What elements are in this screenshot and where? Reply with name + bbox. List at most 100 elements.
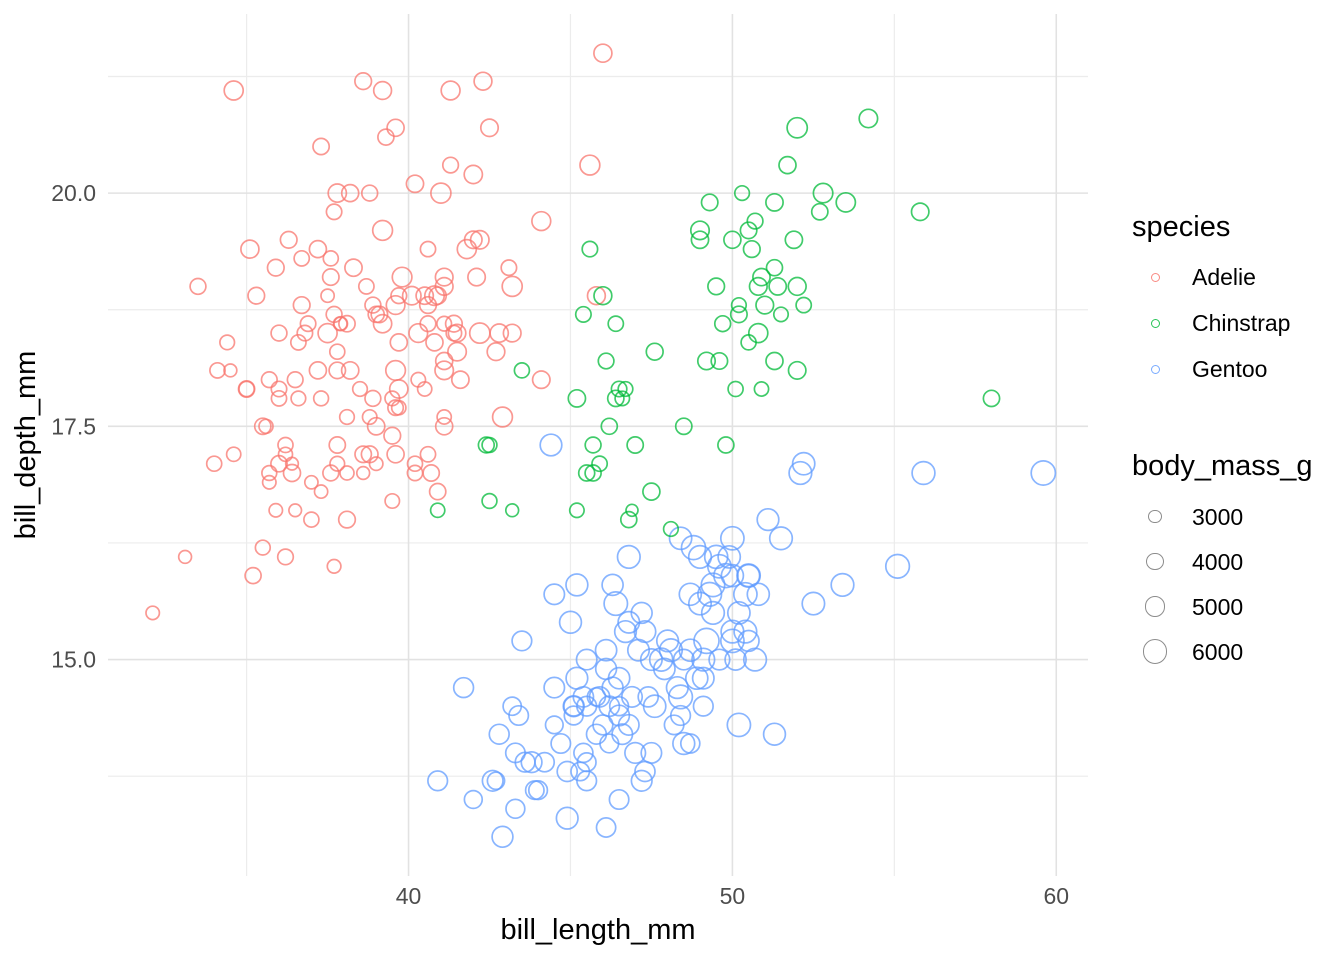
data-point-chinstrap <box>772 306 790 323</box>
data-point-chinstrap <box>752 267 771 287</box>
data-point-adelie <box>292 295 311 315</box>
data-point-gentoo <box>746 582 771 607</box>
data-point-adelie <box>344 258 363 278</box>
data-point-adelie <box>320 288 336 304</box>
data-point-adelie <box>277 436 294 454</box>
data-point-adelie <box>531 370 551 390</box>
data-point-gentoo <box>672 731 696 756</box>
data-point-gentoo <box>719 525 745 551</box>
data-point-adelie <box>326 558 342 574</box>
data-point-gentoo <box>791 451 816 476</box>
data-point-gentoo <box>539 433 563 457</box>
data-point-adelie <box>419 315 437 333</box>
x-axis-title: bill_length_mm <box>500 914 696 946</box>
data-point-adelie <box>240 239 260 259</box>
data-point-adelie <box>337 510 357 529</box>
data-point-adelie <box>327 183 348 204</box>
data-point-adelie <box>261 474 277 490</box>
data-point-adelie <box>469 229 490 250</box>
data-point-adelie <box>368 456 384 472</box>
legend-label: 6000 <box>1192 638 1244 665</box>
data-point-adelie <box>372 313 393 334</box>
data-point-adelie <box>266 258 285 277</box>
data-point-adelie <box>388 379 409 399</box>
size-legend-title: body_mass_g <box>1132 450 1313 482</box>
data-point-adelie <box>354 72 373 91</box>
data-point-adelie <box>286 371 304 389</box>
data-point-gentoo <box>706 553 732 579</box>
data-point-gentoo <box>486 771 506 791</box>
data-point-gentoo <box>762 722 787 746</box>
size-4000-circle-icon <box>1146 552 1164 571</box>
data-point-adelie <box>390 287 408 305</box>
data-point-gentoo <box>691 647 716 672</box>
data-point-gentoo <box>556 760 579 783</box>
data-point-adelie <box>441 156 460 174</box>
data-point-adelie <box>389 333 409 352</box>
data-point-chinstrap <box>690 230 710 250</box>
data-point-adelie <box>430 182 452 204</box>
data-point-chinstrap <box>619 510 638 529</box>
data-point-adelie <box>377 128 395 146</box>
data-point-gentoo <box>576 695 598 717</box>
data-point-adelie <box>260 371 278 389</box>
data-point-adelie <box>225 446 242 463</box>
species-legend-title: species <box>1132 211 1231 243</box>
data-point-chinstrap <box>787 276 807 297</box>
data-point-chinstrap <box>746 212 764 230</box>
data-point-gentoo <box>613 619 638 644</box>
x-tick-label: 40 <box>396 883 422 909</box>
data-point-chinstrap <box>787 360 807 380</box>
legend-label: 5000 <box>1192 593 1244 620</box>
data-point-gentoo <box>669 704 692 727</box>
legend-item-3000: 3000 <box>1128 494 1243 539</box>
data-point-chinstrap <box>810 202 829 221</box>
data-point-gentoo <box>511 630 533 652</box>
data-point-adelie <box>340 183 360 203</box>
data-point-chinstrap <box>753 381 770 397</box>
size-key-wrap <box>1128 552 1182 571</box>
y-axis-title: bill_depth_mm <box>10 350 42 540</box>
data-point-adelie <box>405 174 425 194</box>
data-point-gentoo <box>788 460 813 486</box>
data-point-adelie <box>322 250 340 267</box>
data-point-chinstrap <box>626 436 645 454</box>
data-point-adelie <box>219 334 236 351</box>
data-point-gentoo <box>732 581 758 607</box>
legend-item-6000: 6000 <box>1128 629 1243 674</box>
data-point-adelie <box>288 503 303 518</box>
data-point-adelie <box>447 341 468 362</box>
data-point-gentoo <box>648 647 674 672</box>
data-point-gentoo <box>637 686 660 708</box>
data-point-chinstrap <box>747 322 769 344</box>
data-point-gentoo <box>640 741 663 764</box>
data-point-adelie <box>145 605 161 621</box>
data-point-chinstrap <box>812 182 834 204</box>
data-point-adelie <box>500 259 518 277</box>
legend-item-gentoo: Gentoo <box>1128 346 1290 392</box>
data-point-adelie <box>501 275 524 298</box>
data-point-adelie <box>355 465 371 481</box>
data-point-adelie <box>209 361 226 379</box>
data-point-adelie <box>486 342 506 362</box>
data-point-adelie <box>340 360 360 380</box>
data-point-adelie <box>290 390 307 407</box>
data-point-adelie <box>371 219 394 242</box>
data-point-chinstrap <box>504 503 520 518</box>
data-point-adelie <box>270 380 288 398</box>
data-point-adelie <box>423 285 446 307</box>
legend-item-4000: 4000 <box>1128 539 1243 584</box>
data-point-gentoo <box>617 713 640 736</box>
data-point-chinstrap <box>607 315 625 333</box>
legend-item-chinstrap: Chinstrap <box>1128 300 1290 346</box>
size-3000-circle-icon <box>1148 509 1162 524</box>
data-point-gentoo <box>565 666 589 690</box>
data-point-chinstrap <box>689 220 711 241</box>
data-point-gentoo <box>678 582 703 607</box>
data-point-adelie <box>384 359 407 382</box>
data-point-chinstrap <box>713 314 732 333</box>
data-point-gentoo <box>543 583 566 606</box>
data-point-adelie <box>329 455 346 472</box>
data-point-chinstrap <box>577 464 596 482</box>
legend-label: Chinstrap <box>1192 310 1291 336</box>
